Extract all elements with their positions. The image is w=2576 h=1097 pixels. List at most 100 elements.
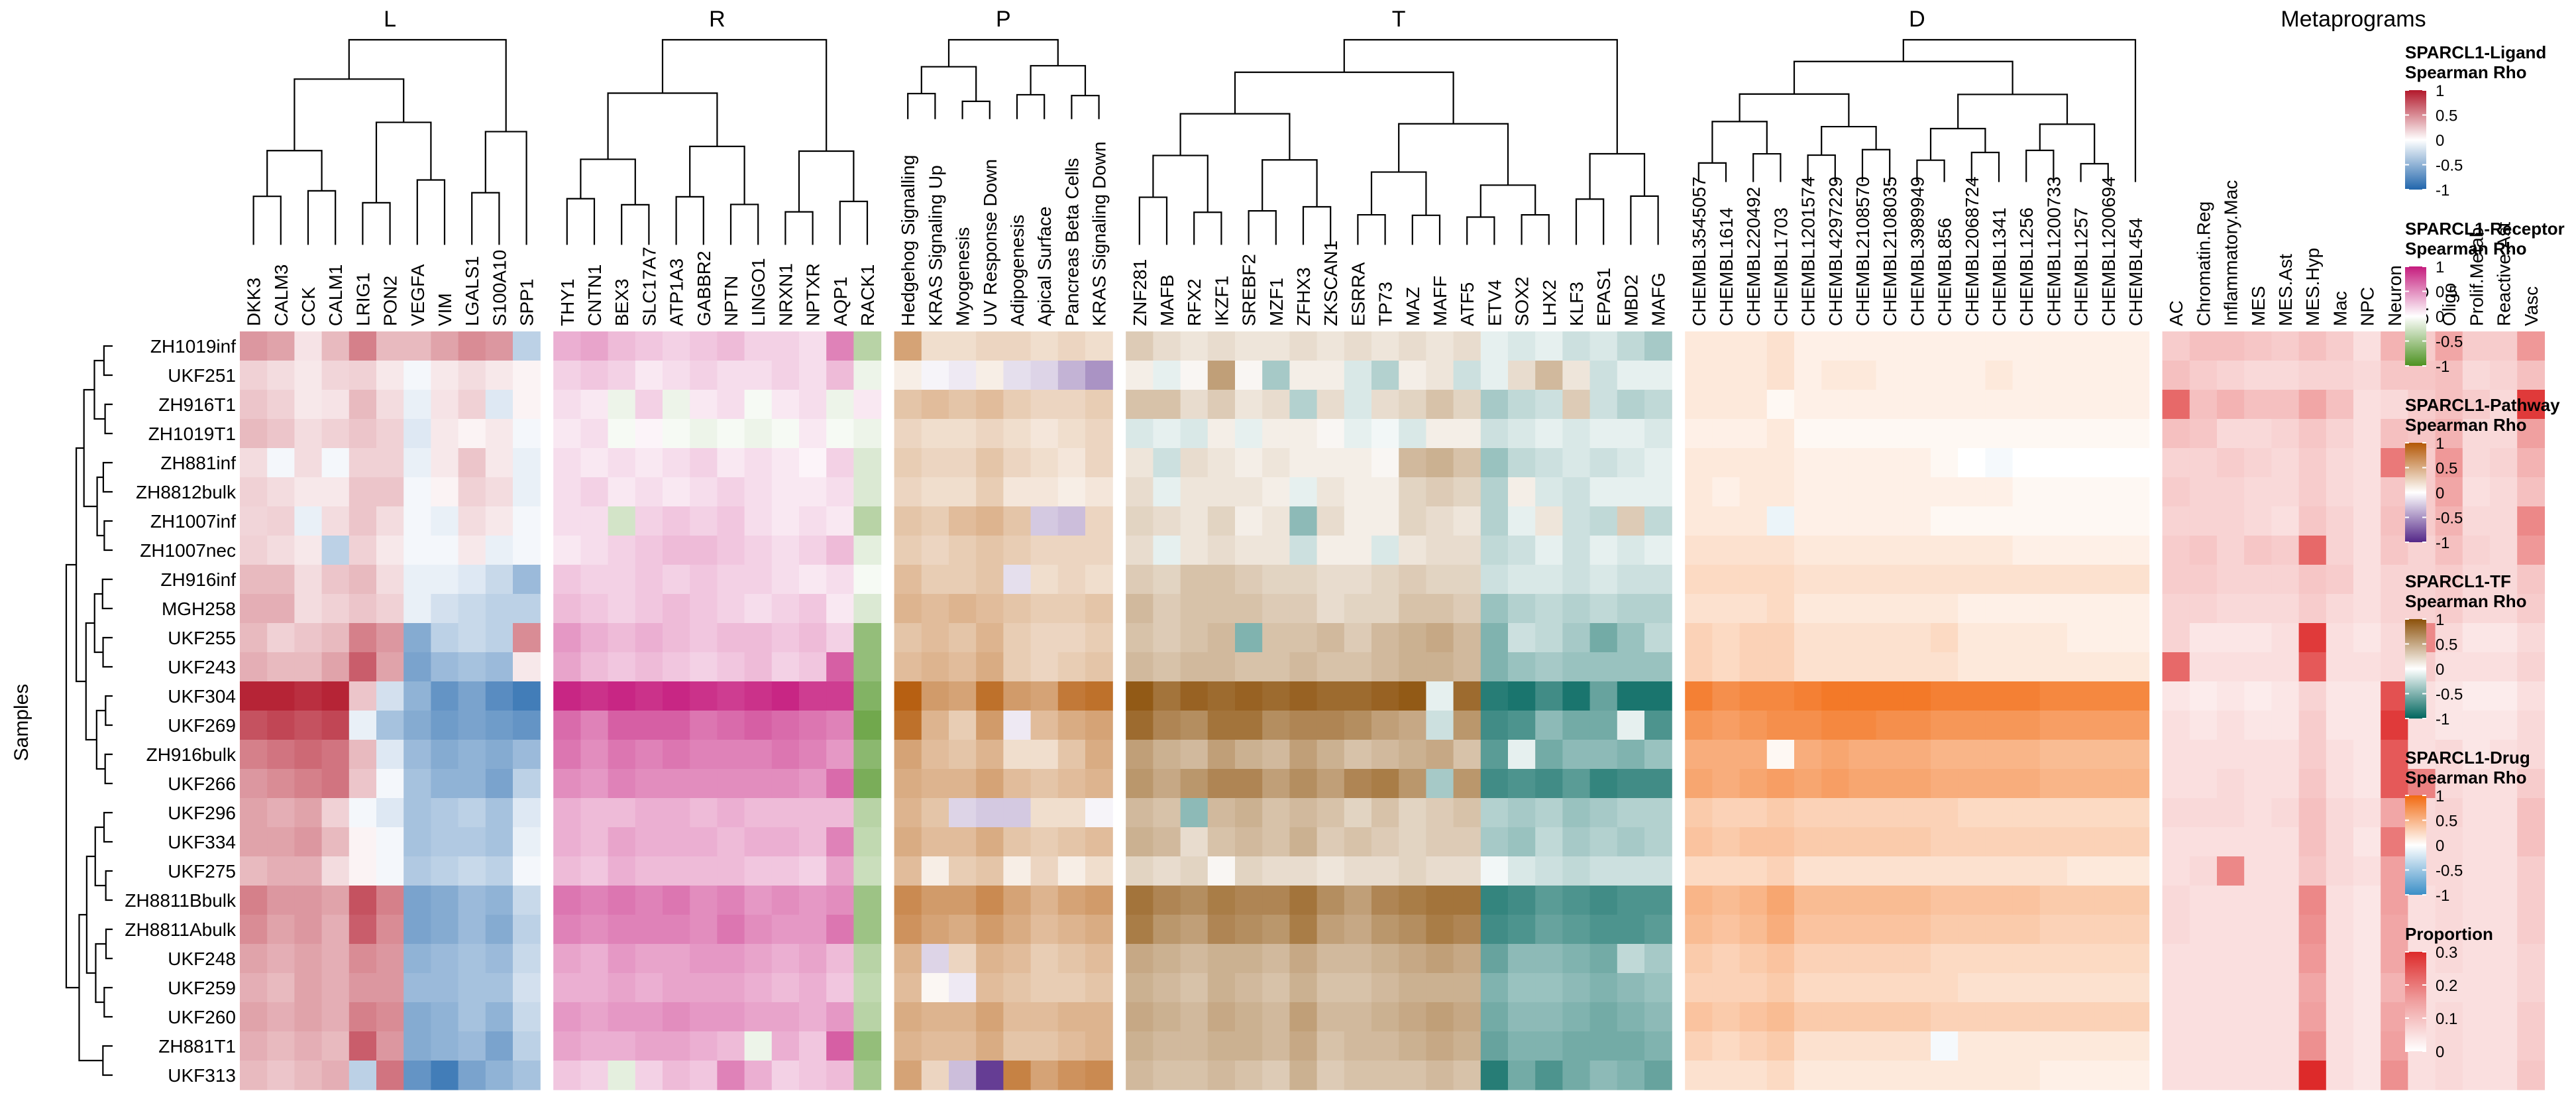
heatmap-cell <box>2067 973 2095 1003</box>
heatmap-cell <box>1126 973 1154 1003</box>
heatmap-cell <box>2381 798 2408 828</box>
heatmap-cell <box>826 506 854 536</box>
legend-tick-label: 0 <box>2436 132 2444 150</box>
heatmap-cell <box>1794 361 1822 390</box>
heatmap-cell <box>2094 827 2122 857</box>
heatmap-cell <box>458 798 486 828</box>
heatmap-cell <box>1030 944 1059 974</box>
heatmap-cell <box>1453 944 1481 974</box>
heatmap-cell <box>294 1061 323 1090</box>
heatmap-cell <box>1644 390 1672 420</box>
heatmap-cell <box>1589 331 1618 361</box>
heatmap-cell <box>1207 827 1236 857</box>
heatmap-cell <box>580 1002 609 1032</box>
heatmap-cell <box>1371 944 1399 974</box>
heatmap-cell <box>1739 1002 1768 1032</box>
heatmap-cell <box>921 681 949 711</box>
heatmap-cell <box>1030 623 1059 653</box>
heatmap-cell <box>458 419 486 449</box>
heatmap-cell <box>608 886 636 915</box>
heatmap-cell <box>1289 419 1318 449</box>
heatmap-cell <box>2162 769 2190 799</box>
heatmap-cell <box>2326 944 2354 974</box>
heatmap-cell <box>2435 944 2463 974</box>
heatmap-cell <box>1712 711 1741 740</box>
heatmap-cell <box>1849 856 1877 886</box>
heatmap-cell <box>949 681 977 711</box>
heatmap-cell <box>1371 594 1399 624</box>
column-label: NPTXR <box>803 263 824 326</box>
heatmap-cell <box>2408 565 2436 595</box>
heatmap-cell <box>1685 594 1713 624</box>
heatmap-cell <box>2490 827 2518 857</box>
heatmap-cell <box>799 536 827 565</box>
heatmap-cell <box>1617 769 1645 799</box>
heatmap-cell <box>826 361 854 390</box>
heatmap-cell <box>2326 769 2354 799</box>
heatmap-cell <box>635 390 663 420</box>
heatmap-cell <box>1085 681 1113 711</box>
heatmap-cell <box>921 769 949 799</box>
heatmap-cell <box>1985 944 2013 974</box>
heatmap-cell <box>376 419 404 449</box>
heatmap-cell <box>853 973 882 1003</box>
heatmap-cell <box>894 740 922 770</box>
column-label: MZF1 <box>1266 278 1287 326</box>
heatmap-cell <box>2189 944 2218 974</box>
heatmap-cell <box>2462 1002 2491 1032</box>
heatmap-cell <box>1508 477 1536 507</box>
heatmap-cell <box>458 652 486 682</box>
heatmap-cell <box>580 886 609 915</box>
heatmap-cell <box>294 915 323 945</box>
heatmap-cell <box>1685 740 1713 770</box>
heatmap-cell <box>1794 390 1822 420</box>
heatmap-cell <box>2298 711 2327 740</box>
heatmap-cell <box>267 361 295 390</box>
heatmap-cell <box>1766 973 1795 1003</box>
row-label: UKF260 <box>168 1007 236 1027</box>
heatmap-cell <box>2094 594 2122 624</box>
heatmap-cell <box>1153 856 1181 886</box>
heatmap-cell <box>1453 623 1481 653</box>
heatmap-cell <box>2067 331 2095 361</box>
heatmap-cell <box>2381 594 2408 624</box>
heatmap-cell <box>2039 886 2068 915</box>
heatmap-cell <box>1180 944 1208 974</box>
heatmap-cell <box>431 1002 459 1032</box>
heatmap-cell <box>717 886 745 915</box>
heatmap-cell <box>403 623 431 653</box>
heatmap-cell <box>1712 652 1741 682</box>
heatmap-cell <box>553 769 581 799</box>
heatmap-cell <box>1480 827 1509 857</box>
heatmap-cell <box>2094 856 2122 886</box>
heatmap-cell <box>485 827 513 857</box>
heatmap-cell <box>1426 419 1454 449</box>
heatmap-cell <box>1003 1031 1032 1061</box>
heatmap-cell <box>949 1031 977 1061</box>
column-label: SREBF2 <box>1239 254 1260 326</box>
heatmap-cell <box>1712 1061 1741 1090</box>
heatmap-cell <box>458 711 486 740</box>
heatmap-cell <box>853 915 882 945</box>
heatmap-cell <box>1153 973 1181 1003</box>
heatmap-cell <box>1235 506 1263 536</box>
heatmap-cell <box>431 886 459 915</box>
column-label: CHEMBL220492 <box>1743 187 1764 326</box>
heatmap-cell <box>2298 623 2327 653</box>
heatmap-cell <box>663 1031 690 1061</box>
heatmap-cell <box>1453 827 1481 857</box>
heatmap-cell <box>1562 681 1591 711</box>
heatmap-cell <box>663 652 690 682</box>
heatmap-cell <box>2189 448 2218 478</box>
heatmap-cell <box>1453 681 1481 711</box>
heatmap-cell <box>580 740 609 770</box>
heatmap-cell <box>294 506 323 536</box>
heatmap-cell <box>1931 944 1959 974</box>
heatmap-cell <box>267 652 295 682</box>
heatmap-cell <box>553 536 581 565</box>
heatmap-cell <box>608 390 636 420</box>
heatmap-cell <box>1399 1061 1426 1090</box>
column-label: ETV4 <box>1484 280 1505 326</box>
heatmap-cell <box>1153 915 1181 945</box>
heatmap-cell <box>1849 506 1877 536</box>
